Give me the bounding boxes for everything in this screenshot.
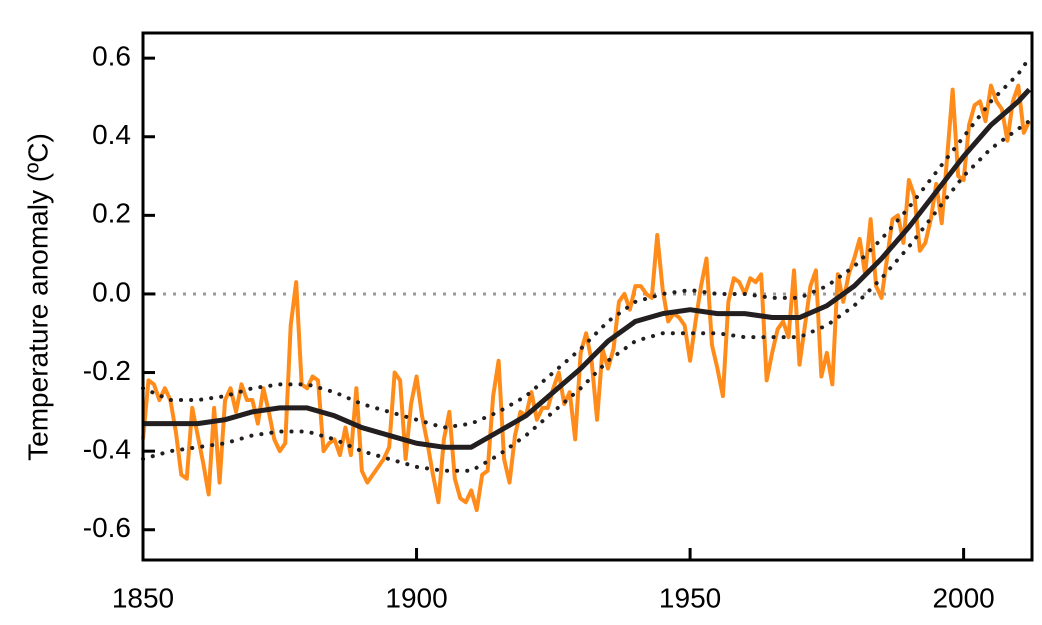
x-tick-label: 1950 bbox=[659, 582, 721, 613]
x-tick-label: 1900 bbox=[385, 582, 447, 613]
y-tick-label: -0.4 bbox=[83, 434, 131, 465]
y-tick-label: 0.0 bbox=[92, 276, 131, 307]
x-tick-label: 2000 bbox=[932, 582, 994, 613]
y-tick-label: 0.6 bbox=[92, 41, 131, 72]
series-line bbox=[143, 87, 1032, 450]
y-tick-label: -0.2 bbox=[83, 355, 131, 386]
y-tick-label: -0.6 bbox=[83, 512, 131, 543]
y-tick-label: 0.4 bbox=[92, 119, 131, 150]
series-line bbox=[141, 83, 1032, 513]
plot-frame bbox=[141, 31, 1034, 562]
confidence-line bbox=[141, 119, 1032, 473]
y-tick-label: 0.2 bbox=[92, 198, 131, 229]
y-axis-title: Temperature anomaly (ºC) bbox=[22, 133, 53, 461]
x-tick-label: 1850 bbox=[112, 582, 174, 613]
